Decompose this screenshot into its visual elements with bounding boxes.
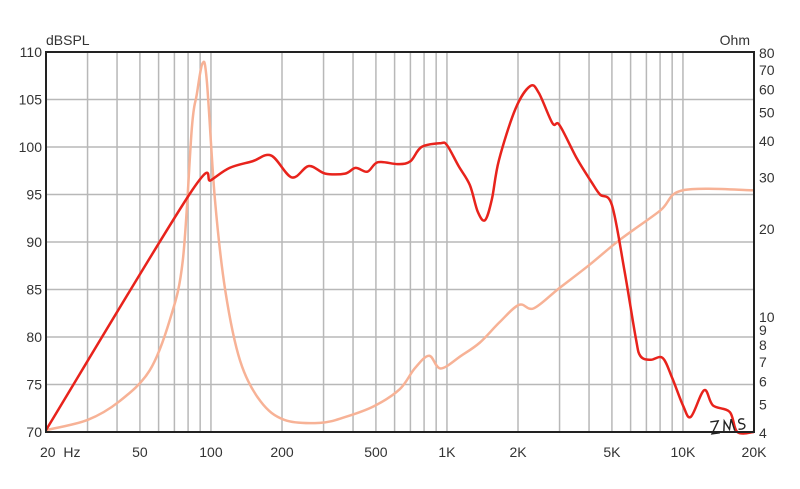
y-tick-label: 110 [20, 44, 43, 60]
x-tick-label: 50 [132, 444, 148, 460]
x-tick-label: 20K [742, 444, 768, 460]
x-tick-label: 2K [509, 444, 527, 460]
x-tick-label: 200 [270, 444, 294, 460]
y2-tick-label: 70 [759, 62, 775, 78]
impedance-curve [45, 60, 755, 432]
y2-tick-label: 4 [759, 425, 767, 441]
y-tick-label: 105 [19, 92, 43, 108]
x-tick-label: 5K [603, 444, 621, 460]
spl-curve [44, 84, 755, 435]
x-tick-label: 100 [199, 444, 223, 460]
y-tick-label: 100 [19, 139, 43, 155]
y2-tick-label: 20 [759, 221, 775, 237]
x-tick-label: 1K [438, 444, 456, 460]
y2-tick-label: 5 [759, 397, 767, 413]
y2-tick-label: 9 [759, 322, 767, 338]
y2-tick-label: 10 [759, 309, 775, 325]
y2-tick-label: 7 [759, 354, 767, 370]
y-tick-label: 90 [26, 234, 42, 250]
curves [44, 60, 755, 435]
y-tick-label: 80 [26, 329, 42, 345]
y2-tick-label: 8 [759, 337, 767, 353]
y2-tick-label: 80 [759, 45, 775, 61]
y2-axis-label: Ohm [720, 32, 750, 48]
zms-logo [710, 418, 746, 435]
y2-tick-label: 6 [759, 374, 767, 390]
y-tick-label: 95 [26, 187, 42, 203]
x-tick-label: 20 Hz [40, 444, 80, 460]
grid [46, 52, 754, 432]
y2-tick-label: 60 [759, 81, 775, 97]
y2-tick-label: 50 [759, 105, 775, 121]
y-axis-label: dBSPL [46, 32, 90, 48]
y-tick-label: 75 [26, 377, 42, 393]
y-tick-label: 85 [26, 282, 42, 298]
x-tick-label: 500 [364, 444, 388, 460]
y2-tick-label: 30 [759, 169, 775, 185]
y-tick-label: 70 [26, 424, 42, 440]
plot-frame [45, 51, 755, 433]
x-tick-label: 10K [670, 444, 696, 460]
y2-tick-label: 40 [759, 133, 775, 149]
